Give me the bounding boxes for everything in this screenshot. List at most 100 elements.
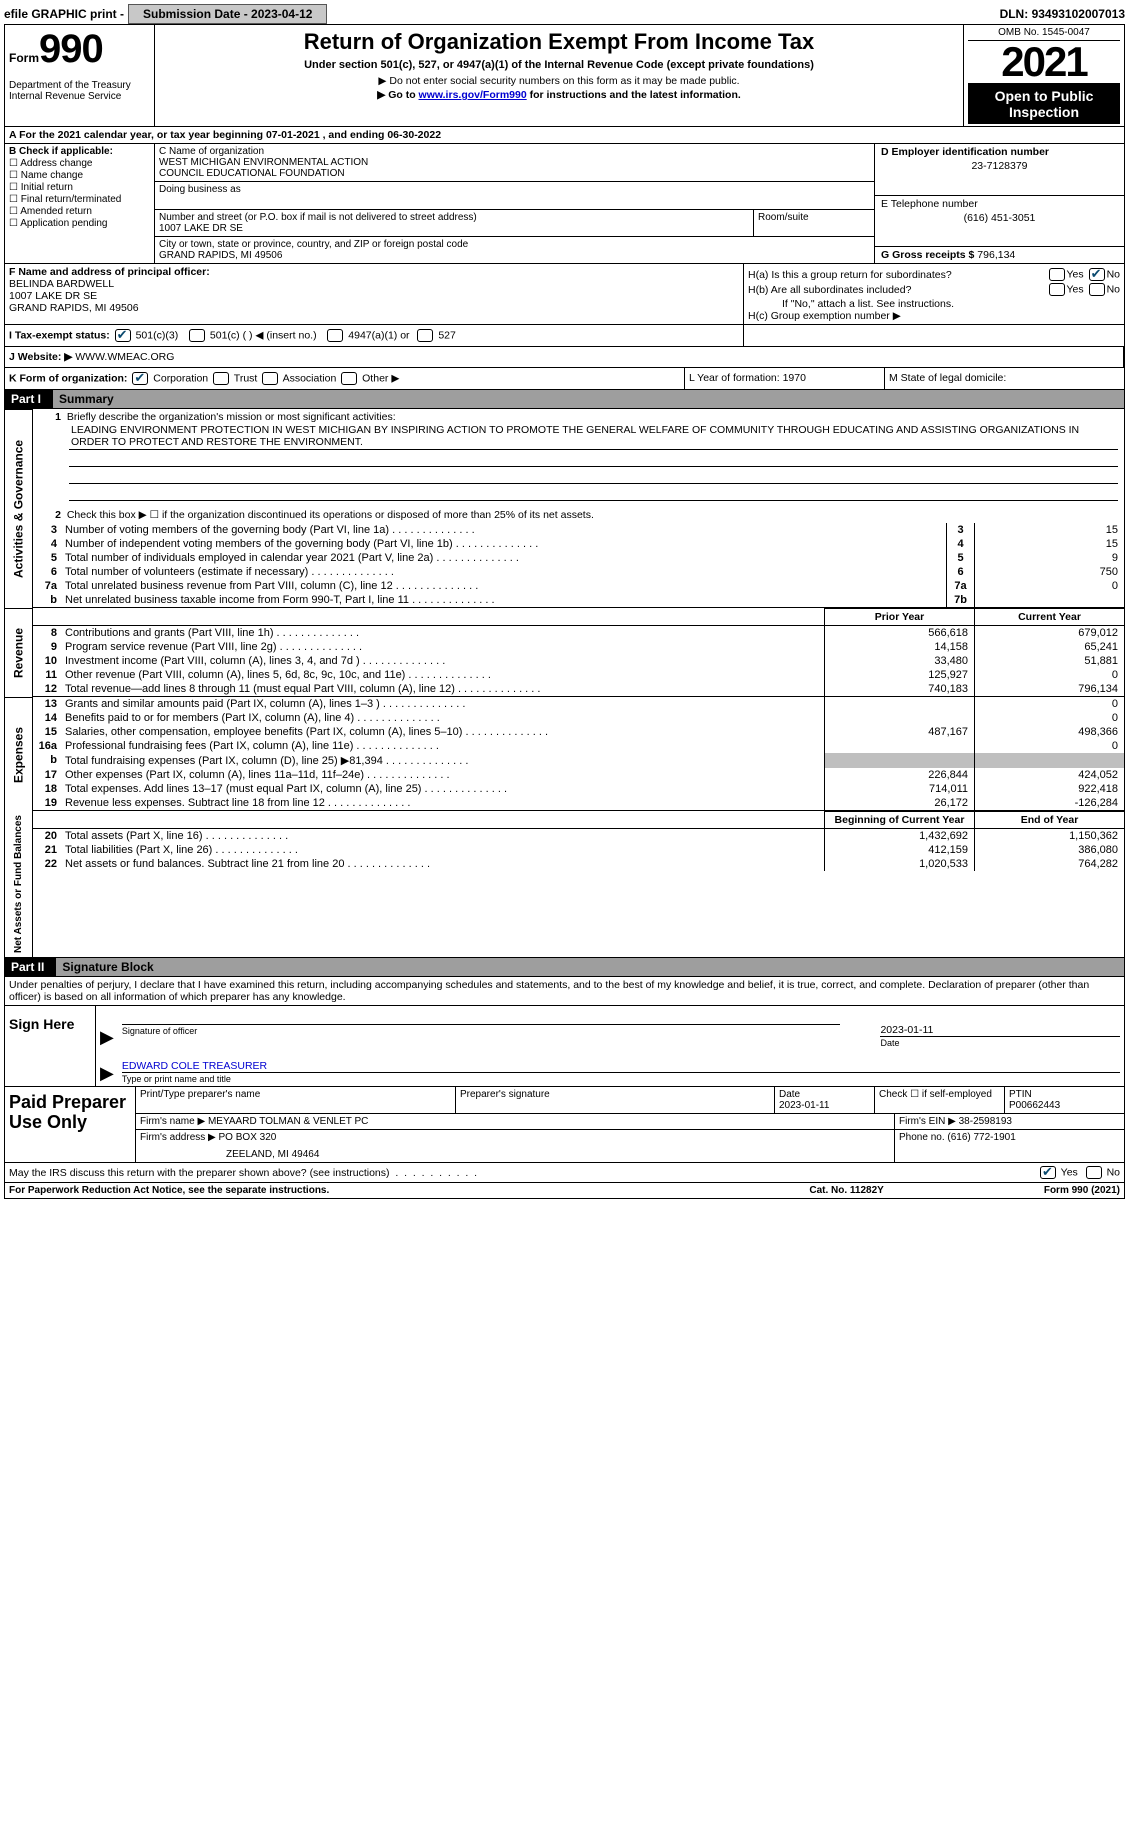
discuss-no[interactable]: [1086, 1166, 1102, 1179]
line-10: 10Investment income (Part VIII, column (…: [33, 654, 1124, 668]
form-page-label: Form 990 (2021): [1044, 1185, 1120, 1196]
firm-name: MEYAARD TOLMAN & VENLET PC: [208, 1116, 368, 1127]
vlabel-netassets: Net Assets or Fund Balances: [5, 811, 33, 957]
mission-text: LEADING ENVIRONMENT PROTECTION IN WEST M…: [69, 423, 1118, 450]
vlabel-activities: Activities & Governance: [5, 409, 33, 608]
vlabel-expenses: Expenses: [5, 697, 33, 811]
line-9: 9Program service revenue (Part VIII, lin…: [33, 640, 1124, 654]
hb-no[interactable]: [1089, 283, 1105, 296]
ha-yes[interactable]: [1049, 268, 1065, 281]
cat-number: Cat. No. 11282Y: [809, 1185, 883, 1196]
chk-corp[interactable]: [132, 372, 148, 385]
tax-year: 2021: [968, 41, 1120, 84]
sig-name-label: Type or print name and title: [122, 1072, 1120, 1084]
row-j: J Website: ▶ WWW.WMEAC.ORG H(c) Group ex…: [4, 347, 1125, 368]
gross-receipts: 796,134: [977, 249, 1015, 261]
line-13: 13Grants and similar amounts paid (Part …: [33, 697, 1124, 711]
line-6: 6Total number of volunteers (estimate if…: [33, 565, 1124, 579]
sig-date-label: Date: [880, 1036, 1120, 1048]
chk-pending[interactable]: Application pending: [9, 218, 150, 229]
line-12: 12Total revenue—add lines 8 through 11 (…: [33, 682, 1124, 696]
hdr-begin-year: Beginning of Current Year: [824, 811, 974, 829]
year-formation: L Year of formation: 1970: [684, 368, 884, 389]
org-city: GRAND RAPIDS, MI 49506: [159, 250, 870, 261]
sign-here-label: Sign Here: [5, 1006, 95, 1086]
chk-assoc[interactable]: [262, 372, 278, 385]
paid-preparer-block: Paid Preparer Use Only Print/Type prepar…: [5, 1086, 1124, 1162]
vlabel-revenue: Revenue: [5, 608, 33, 697]
box-b: B Check if applicable: Address change Na…: [5, 144, 155, 263]
line-18: 18Total expenses. Add lines 13–17 (must …: [33, 782, 1124, 796]
firm-phone: (616) 772-1901: [947, 1132, 1015, 1143]
section-f-h: F Name and address of principal officer:…: [4, 264, 1125, 325]
open-to-public: Open to Public Inspection: [968, 84, 1120, 124]
line-5: 5Total number of individuals employed in…: [33, 551, 1124, 565]
form-title: Return of Organization Exempt From Incom…: [159, 29, 959, 55]
chk-address-change[interactable]: Address change: [9, 158, 150, 169]
prep-date: 2023-01-11: [779, 1100, 829, 1111]
submission-date-button[interactable]: Submission Date - 2023-04-12: [128, 4, 327, 24]
ha-no[interactable]: [1089, 268, 1105, 281]
arrow-icon: ▶: [100, 1027, 114, 1048]
box-f: F Name and address of principal officer:…: [5, 264, 744, 324]
chk-501c3[interactable]: [115, 329, 131, 342]
line-19: 19Revenue less expenses. Subtract line 1…: [33, 796, 1124, 810]
chk-amended[interactable]: Amended return: [9, 206, 150, 217]
box-bcde: B Check if applicable: Address change Na…: [4, 144, 1125, 264]
chk-527[interactable]: [417, 329, 433, 342]
row-k: K Form of organization: Corporation Trus…: [4, 368, 1125, 390]
form-subtitle: Under section 501(c), 527, or 4947(a)(1)…: [159, 59, 959, 71]
irs-discuss-row: May the IRS discuss this return with the…: [4, 1163, 1125, 1183]
line-8: 8Contributions and grants (Part VIII, li…: [33, 626, 1124, 640]
firm-ein: 38-2598193: [959, 1116, 1012, 1127]
hdr-end-year: End of Year: [974, 811, 1124, 829]
officer-city: GRAND RAPIDS, MI 49506: [9, 302, 139, 314]
chk-501c[interactable]: [189, 329, 205, 342]
line-15: 15Salaries, other compensation, employee…: [33, 725, 1124, 739]
discuss-yes[interactable]: [1040, 1166, 1056, 1179]
part-ii-header: Part II Signature Block: [4, 958, 1125, 977]
part-i-body: Activities & Governance 1 Briefly descri…: [4, 409, 1125, 958]
form-header: Form990 Department of the Treasury Inter…: [4, 24, 1125, 127]
part-i-header: Part I Summary: [4, 390, 1125, 409]
room-suite-label: Room/suite: [754, 210, 874, 236]
page-footer: For Paperwork Reduction Act Notice, see …: [4, 1183, 1125, 1199]
ptin-value: P00662443: [1009, 1100, 1060, 1111]
dln-label: DLN: 93493102007013: [1000, 7, 1125, 21]
signer-name-link[interactable]: EDWARD COLE TREASURER: [122, 1060, 267, 1072]
form-title-block: Return of Organization Exempt From Incom…: [155, 25, 964, 126]
chk-name-change[interactable]: Name change: [9, 170, 150, 181]
org-street: 1007 LAKE DR SE: [159, 223, 749, 234]
penalty-declaration: Under penalties of perjury, I declare th…: [4, 977, 1125, 1006]
line-b: bNet unrelated business taxable income f…: [33, 593, 1124, 607]
line-11: 11Other revenue (Part VIII, column (A), …: [33, 668, 1124, 682]
chk-trust[interactable]: [213, 372, 229, 385]
chk-4947[interactable]: [327, 329, 343, 342]
chk-final-return[interactable]: Final return/terminated: [9, 194, 150, 205]
hb-yes[interactable]: [1049, 283, 1065, 296]
website-value: WWW.WMEAC.ORG: [72, 351, 174, 363]
line-20: 20Total assets (Part X, line 16)1,432,69…: [33, 829, 1124, 843]
hdr-prior-year: Prior Year: [824, 608, 974, 626]
form-note-1: ▶ Do not enter social security numbers o…: [159, 75, 959, 87]
form-id-block: Form990 Department of the Treasury Inter…: [5, 25, 155, 126]
form990-link[interactable]: www.irs.gov/Form990: [419, 89, 527, 101]
state-domicile: M State of legal domicile:: [884, 368, 1124, 389]
line-7a: 7aTotal unrelated business revenue from …: [33, 579, 1124, 593]
officer-name: BELINDA BARDWELL: [9, 278, 114, 290]
org-name-1: WEST MICHIGAN ENVIRONMENTAL ACTION: [159, 157, 870, 168]
paid-preparer-label: Paid Preparer Use Only: [5, 1087, 135, 1162]
row-a-calendar-year: A For the 2021 calendar year, or tax yea…: [4, 127, 1125, 144]
line-16a: 16aProfessional fundraising fees (Part I…: [33, 739, 1124, 753]
line-14: 14Benefits paid to or for members (Part …: [33, 711, 1124, 725]
chk-other[interactable]: [341, 372, 357, 385]
arrow-icon: ▶: [100, 1063, 114, 1084]
line-3: 3Number of voting members of the governi…: [33, 523, 1124, 537]
org-name-2: COUNCIL EDUCATIONAL FOUNDATION: [159, 168, 870, 179]
omb-year-block: OMB No. 1545-0047 2021 Open to Public In…: [964, 25, 1124, 126]
chk-initial-return[interactable]: Initial return: [9, 182, 150, 193]
line-4: 4Number of independent voting members of…: [33, 537, 1124, 551]
self-employed-check[interactable]: Check ☐ if self-employed: [874, 1087, 1004, 1113]
box-de-g: D Employer identification number 23-7128…: [874, 144, 1124, 263]
sig-date: 2023-01-11: [880, 1024, 1120, 1036]
